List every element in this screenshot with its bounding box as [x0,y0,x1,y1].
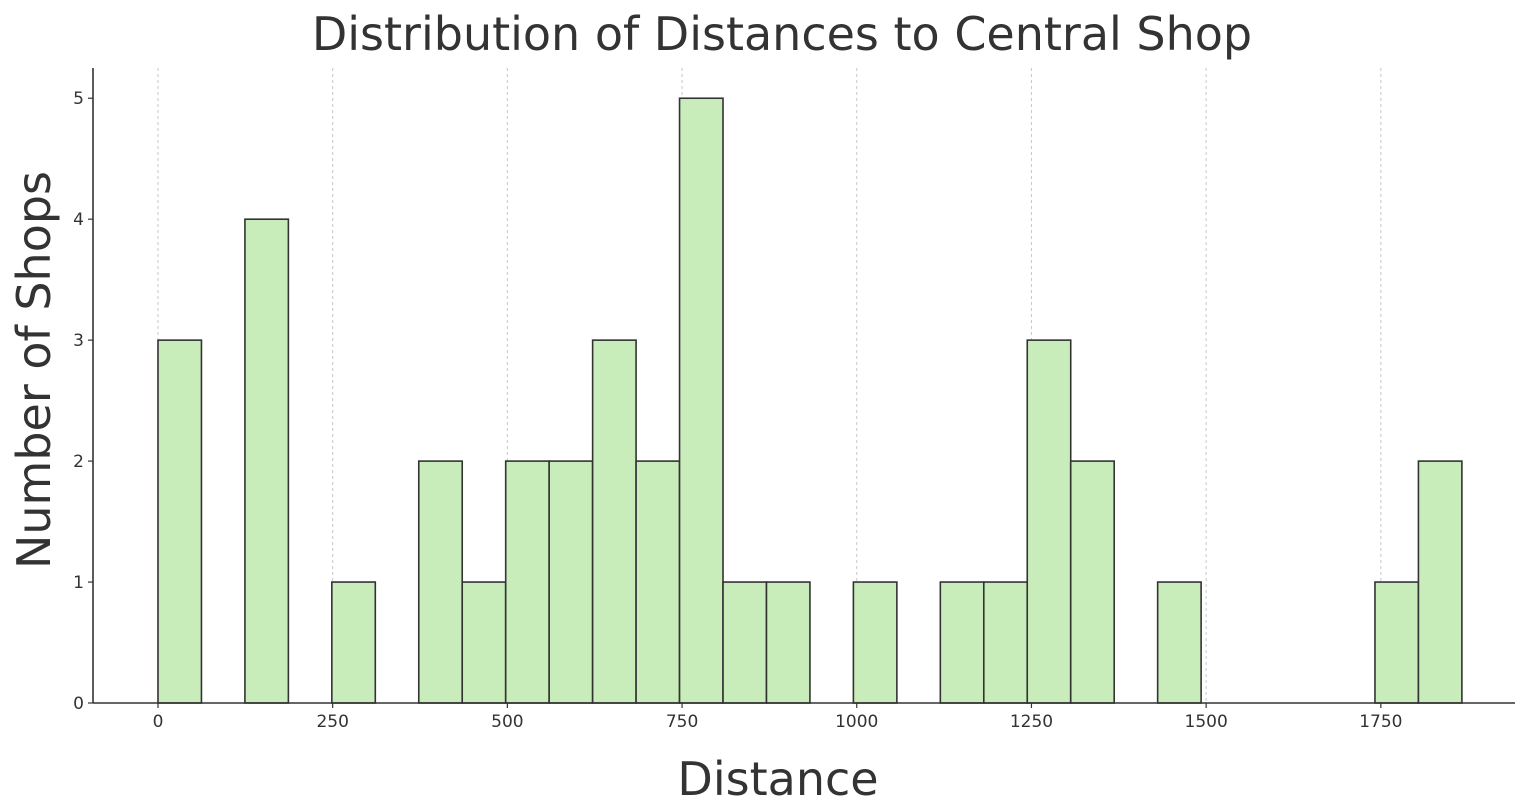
histogram-bar [591,339,637,704]
histogram-bar [765,581,811,704]
x-tick-label: 1250 [1010,712,1053,732]
x-tick-label: 1000 [835,712,878,732]
histogram-bar [157,339,203,704]
x-tick-label: 750 [666,712,698,732]
y-tick-label: 3 [73,331,84,351]
bars [157,97,1463,704]
y-axis-ticks: 0 1 2 3 4 5 [73,89,93,714]
histogram-bar [635,460,681,704]
x-tick-label: 1500 [1185,712,1228,732]
y-axis-label: Number of Shops [7,171,61,569]
x-tick-label: 250 [316,712,348,732]
x-tick-label: 500 [491,712,523,732]
histogram-bar [1417,460,1463,704]
chart-title: Distribution of Distances to Central Sho… [312,7,1252,61]
y-tick-label: 2 [73,452,84,472]
y-tick-label: 0 [73,694,84,714]
axes [92,68,1515,704]
histogram-bar [1026,339,1072,704]
histogram-bar [461,581,507,704]
histogram-bar [852,581,898,704]
x-tick-label: 1750 [1359,712,1402,732]
histogram-bar [331,581,377,704]
histogram-bar [244,218,290,704]
histogram-bar [1069,460,1115,704]
y-tick-label: 4 [73,210,84,230]
histogram-bar [1374,581,1420,704]
histogram-bar [982,581,1029,704]
histogram-bar [548,460,594,704]
y-tick-label: 5 [73,89,84,109]
histogram-bar [1156,581,1202,704]
x-axis-ticks: 0 250 500 750 1000 1250 1500 1750 [153,703,1402,732]
x-tick-label: 0 [153,712,164,732]
x-axis-label: Distance [677,752,878,806]
histogram-bar [678,97,724,704]
histogram-bar [504,460,550,704]
histogram-bar [417,460,464,704]
y-tick-label: 1 [73,573,84,593]
histogram-bar [722,581,768,704]
histogram-bar [939,581,985,704]
